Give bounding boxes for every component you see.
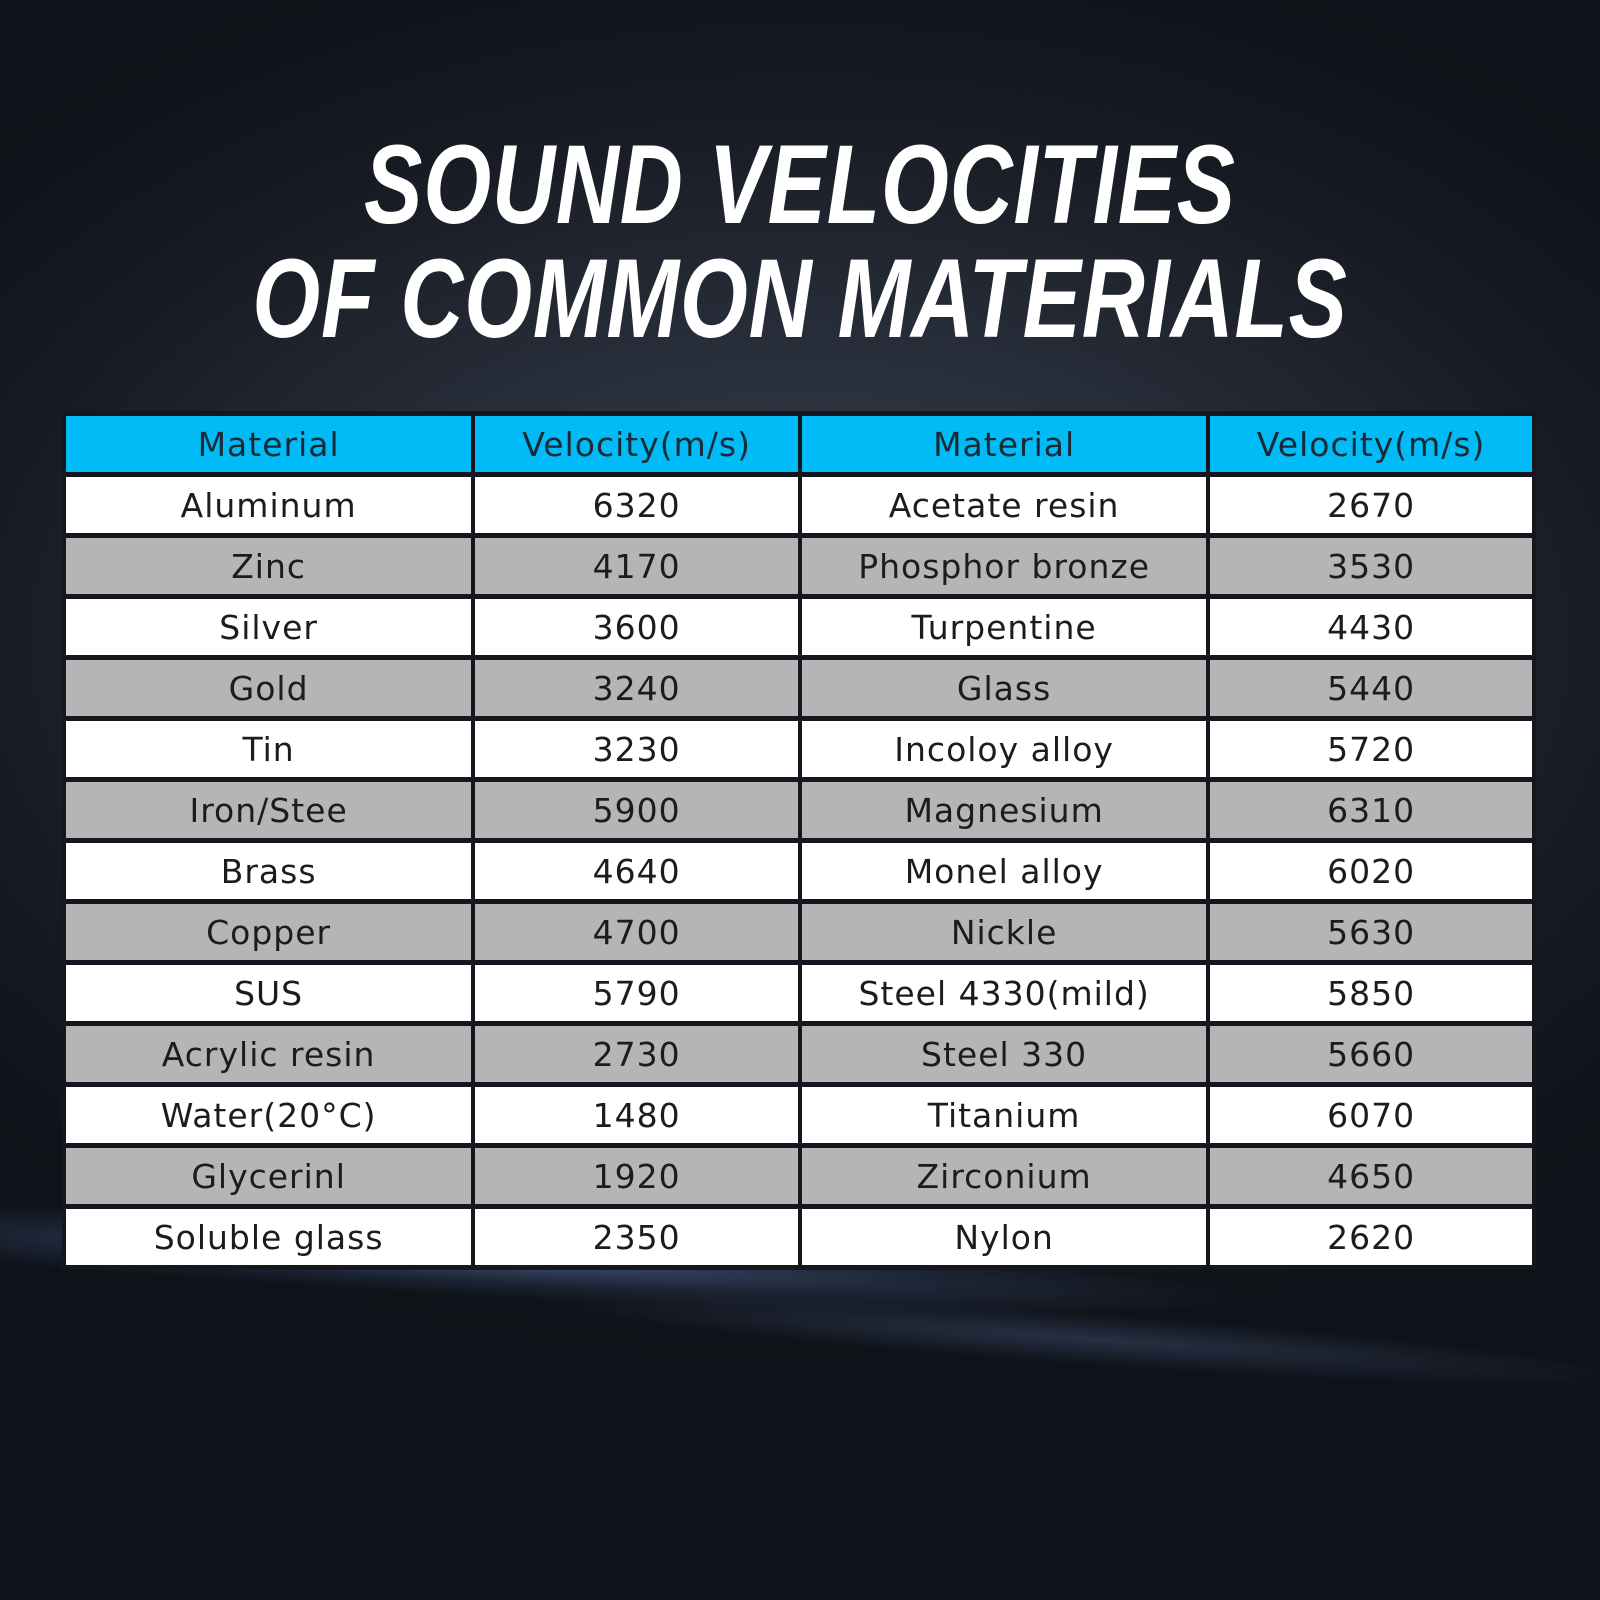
table-row: Silver 3600 Turpentine 4430 xyxy=(66,599,1532,655)
material-right-cell: Glass xyxy=(802,660,1207,716)
material-right-cell: Acetate resin xyxy=(802,477,1207,533)
material-right-cell: Phosphor bronze xyxy=(802,538,1207,594)
material-right-cell: Magnesium xyxy=(802,782,1207,838)
velocity-left-cell: 4700 xyxy=(475,904,798,960)
material-right-cell: Zirconium xyxy=(802,1148,1207,1204)
table-row: Acrylic resin 2730 Steel 330 5660 xyxy=(66,1026,1532,1082)
velocity-right-cell: 4430 xyxy=(1210,599,1532,655)
material-right-cell: Steel 4330(mild) xyxy=(802,965,1207,1021)
material-left-cell: Glycerinl xyxy=(66,1148,472,1204)
velocity-right-cell: 5630 xyxy=(1210,904,1532,960)
velocity-right-cell: 2670 xyxy=(1210,477,1532,533)
table-header-row: Material Velocity(m/s) Material Velocity… xyxy=(66,416,1532,472)
header-velocity-right: Velocity(m/s) xyxy=(1210,416,1532,472)
table-row: Glycerinl 1920 Zirconium 4650 xyxy=(66,1148,1532,1204)
velocity-left-cell: 2350 xyxy=(475,1209,798,1265)
sound-velocity-table: Material Velocity(m/s) Material Velocity… xyxy=(62,411,1536,1270)
table-row: Iron/Stee 5900 Magnesium 6310 xyxy=(66,782,1532,838)
table-row: Soluble glass 2350 Nylon 2620 xyxy=(66,1209,1532,1265)
velocity-left-cell: 6320 xyxy=(475,477,798,533)
velocity-right-cell: 5720 xyxy=(1210,721,1532,777)
velocity-left-cell: 5790 xyxy=(475,965,798,1021)
table-row: Brass 4640 Monel alloy 6020 xyxy=(66,843,1532,899)
velocity-left-cell: 5900 xyxy=(475,782,798,838)
table-row: Zinc 4170 Phosphor bronze 3530 xyxy=(66,538,1532,594)
material-right-cell: Turpentine xyxy=(802,599,1207,655)
velocity-right-cell: 6070 xyxy=(1210,1087,1532,1143)
material-left-cell: Copper xyxy=(66,904,472,960)
header-velocity-left: Velocity(m/s) xyxy=(475,416,798,472)
material-left-cell: Silver xyxy=(66,599,472,655)
material-left-cell: Acrylic resin xyxy=(66,1026,472,1082)
table-row: Tin 3230 Incoloy alloy 5720 xyxy=(66,721,1532,777)
velocity-right-cell: 5440 xyxy=(1210,660,1532,716)
velocity-right-cell: 6020 xyxy=(1210,843,1532,899)
material-left-cell: Aluminum xyxy=(66,477,472,533)
material-left-cell: SUS xyxy=(66,965,472,1021)
material-left-cell: Zinc xyxy=(66,538,472,594)
material-right-cell: Incoloy alloy xyxy=(802,721,1207,777)
material-right-cell: Nickle xyxy=(802,904,1207,960)
velocity-right-cell: 6310 xyxy=(1210,782,1532,838)
table-body: Aluminum 6320 Acetate resin 2670 Zinc 4170 Pho… xyxy=(66,477,1532,1265)
velocity-left-cell: 4170 xyxy=(475,538,798,594)
material-left-cell: Water(20°C) xyxy=(66,1087,472,1143)
velocity-left-cell: 3600 xyxy=(475,599,798,655)
title-line-2: OF COMMON MATERIALS xyxy=(252,236,1348,361)
table-row: Gold 3240 Glass 5440 xyxy=(66,660,1532,716)
header-material-right: Material xyxy=(802,416,1207,472)
title-line-1: SOUND VELOCITIES xyxy=(364,122,1236,247)
table-row: Water(20°C) 1480 Titanium 6070 xyxy=(66,1087,1532,1143)
velocity-right-cell: 4650 xyxy=(1210,1148,1532,1204)
header-material-left: Material xyxy=(66,416,472,472)
material-right-cell: Steel 330 xyxy=(802,1026,1207,1082)
velocity-left-cell: 2730 xyxy=(475,1026,798,1082)
velocity-left-cell: 1480 xyxy=(475,1087,798,1143)
material-left-cell: Brass xyxy=(66,843,472,899)
velocity-right-cell: 3530 xyxy=(1210,538,1532,594)
velocity-left-cell: 3230 xyxy=(475,721,798,777)
velocity-left-cell: 3240 xyxy=(475,660,798,716)
velocity-right-cell: 2620 xyxy=(1210,1209,1532,1265)
velocity-left-cell: 4640 xyxy=(475,843,798,899)
table-row: SUS 5790 Steel 4330(mild) 5850 xyxy=(66,965,1532,1021)
page-title: SOUND VELOCITIES OF COMMON MATERIALS xyxy=(176,128,1424,356)
material-left-cell: Soluble glass xyxy=(66,1209,472,1265)
material-left-cell: Iron/Stee xyxy=(66,782,472,838)
table-row: Copper 4700 Nickle 5630 xyxy=(66,904,1532,960)
material-left-cell: Tin xyxy=(66,721,472,777)
velocity-right-cell: 5850 xyxy=(1210,965,1532,1021)
material-right-cell: Monel alloy xyxy=(802,843,1207,899)
material-right-cell: Titanium xyxy=(802,1087,1207,1143)
velocity-right-cell: 5660 xyxy=(1210,1026,1532,1082)
velocity-left-cell: 1920 xyxy=(475,1148,798,1204)
material-left-cell: Gold xyxy=(66,660,472,716)
table-row: Aluminum 6320 Acetate resin 2670 xyxy=(66,477,1532,533)
material-right-cell: Nylon xyxy=(802,1209,1207,1265)
